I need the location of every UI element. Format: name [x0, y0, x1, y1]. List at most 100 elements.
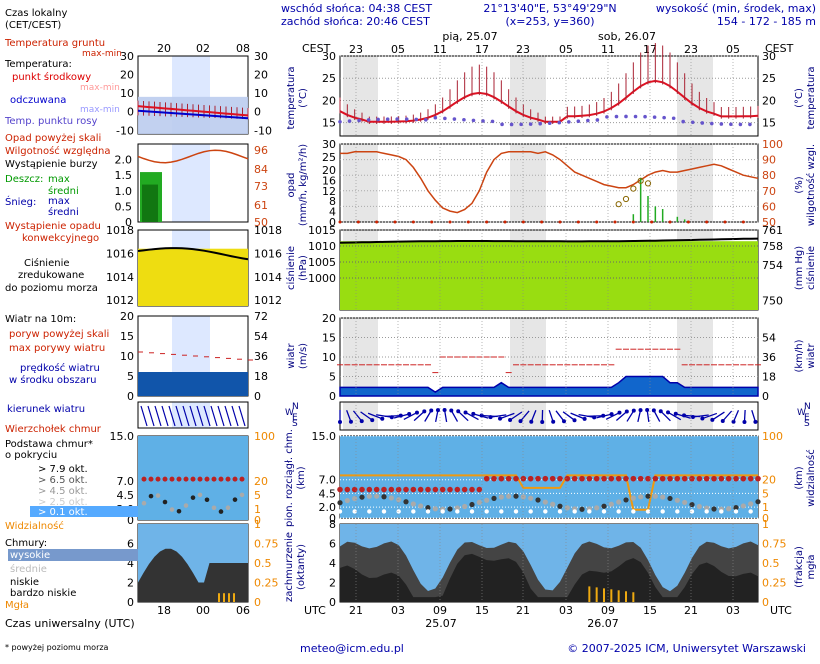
bottom-date-1: 25.07 [425, 617, 457, 630]
legend-wind-tick-r: 36 [254, 350, 268, 363]
cloud-top-dot [337, 487, 343, 493]
legend-press-tick-r: 1018 [254, 224, 282, 237]
legend-temp-tick: 10 [120, 87, 134, 100]
legend-cloud-top-dot [219, 477, 224, 482]
cloud-base-dot [594, 505, 599, 510]
legend-fog-bar [233, 593, 235, 602]
legend-precip-tick: 0.5 [115, 200, 133, 213]
legend-okt5: > 0.1 okt. [38, 507, 88, 518]
fog-right-title: mgła [806, 554, 817, 579]
legend-wind-tick: 15 [120, 330, 134, 343]
legend-gust-max: max porywy wiatru [9, 343, 105, 354]
temp-tick-left: 30 [322, 50, 336, 63]
cloud-base-dot [609, 502, 614, 507]
cloud-base-dot [623, 497, 628, 502]
legend-snow-max: max [48, 196, 70, 207]
cloud-base-low-dot [396, 509, 400, 513]
cloud-base-low-dot [470, 509, 474, 513]
wind-arrow-head [617, 411, 621, 415]
legend-cloud-top-dot [212, 477, 217, 482]
conv-marker [375, 221, 378, 224]
conv-marker [595, 221, 598, 224]
legend-cloud-base-dot [177, 509, 182, 514]
legend-wind-area [138, 372, 248, 396]
cloud-base-low-dot [587, 509, 591, 513]
cloud-top-dot [653, 476, 659, 482]
wind-tick-right: 36 [762, 351, 776, 364]
bottom-hour-label: 09 [433, 604, 447, 617]
wind-arrow-head [498, 417, 502, 421]
cloud-left-unit: (km) [296, 466, 307, 489]
conv-marker [559, 221, 562, 224]
compass-s-left: S [292, 419, 298, 429]
dewpoint-dot [386, 117, 390, 121]
legend-pressure-fill [138, 249, 248, 306]
cc-left-title: zachmurzenie [284, 532, 295, 602]
legend-wind-tick: 10 [120, 350, 134, 363]
cloud-top-dot [675, 476, 681, 482]
dewpoint-dot [557, 121, 561, 125]
temp-tick-left: 15 [322, 117, 336, 130]
hum-tick-right: 70 [762, 185, 776, 198]
legend-cloud-top-dot [205, 477, 210, 482]
cloud-top-dot [682, 476, 688, 482]
legend-hum-tick: 84 [254, 163, 268, 176]
cloud-base-dot [667, 496, 672, 501]
temp-right-unit: (°C) [794, 88, 805, 108]
dewpoint-dot [462, 118, 466, 122]
fog-bar [610, 589, 612, 602]
conv-marker [669, 221, 672, 224]
dewpoint-dot [634, 115, 638, 119]
cloud-base-low-dot [660, 509, 664, 513]
night-band [343, 144, 378, 222]
legend-cloud-top-dot [191, 477, 196, 482]
sunrise-text: wschód słońca: 04:38 CEST [281, 2, 432, 15]
dewpoint-dot [367, 118, 371, 122]
wind-arrow-head [659, 409, 663, 413]
cloud-top-dot [748, 476, 754, 482]
cloud-base-dot [367, 494, 372, 499]
legend-fog-tick: 0.5 [254, 557, 272, 570]
conv-marker [540, 221, 543, 224]
cloud-top-dot [631, 476, 637, 482]
cloud-tick-left: 15.0 [312, 430, 337, 443]
pressure-fill [340, 241, 758, 310]
wind-arrow-head [652, 408, 656, 412]
dewpoint-dot [424, 118, 428, 122]
cloud-base-dot [565, 505, 570, 510]
legend-fog-tick: 0 [254, 596, 261, 609]
cloud-base-dot [682, 500, 687, 505]
hum-tick-right: 80 [762, 169, 776, 182]
conv-marker [485, 221, 488, 224]
cloud-top-dot [440, 487, 446, 493]
dewpoint-dot [596, 118, 600, 122]
dewpoint-dot [529, 122, 533, 126]
cloud-base-low-dot [719, 509, 723, 513]
legend-top-hour-label: 02 [196, 42, 210, 55]
cloud-top-dot [367, 487, 373, 493]
cloud-base-low-dot [514, 509, 518, 513]
wind-right-unit: (km/h) [794, 339, 805, 372]
cloud-base-dot [337, 500, 342, 505]
legend-press-tick: 1012 [106, 294, 134, 307]
cloud-top-dot [535, 476, 541, 482]
footer-email[interactable]: meteo@icm.edu.pl [300, 642, 404, 655]
cloud-base-dot [396, 497, 401, 502]
temp-tick-left: 20 [322, 94, 336, 107]
wind-arrow-head [429, 409, 433, 413]
cloud-base-dot [345, 498, 350, 503]
wind-arrow-head [508, 418, 512, 422]
cloud-base-dot [748, 501, 753, 506]
cloud-base-dot [535, 497, 540, 502]
conv-marker [449, 221, 452, 224]
wind-arrow-head [674, 412, 678, 416]
press-tick-right: 750 [762, 294, 783, 307]
temp-tick-right: 15 [762, 117, 776, 130]
legend-press-tick-r: 1014 [254, 271, 282, 284]
conv-marker [357, 221, 360, 224]
legend-rain-max: max [48, 174, 70, 185]
legend-vis-tick: 20 [254, 475, 268, 488]
legend-cloud-base-dot [219, 509, 224, 514]
